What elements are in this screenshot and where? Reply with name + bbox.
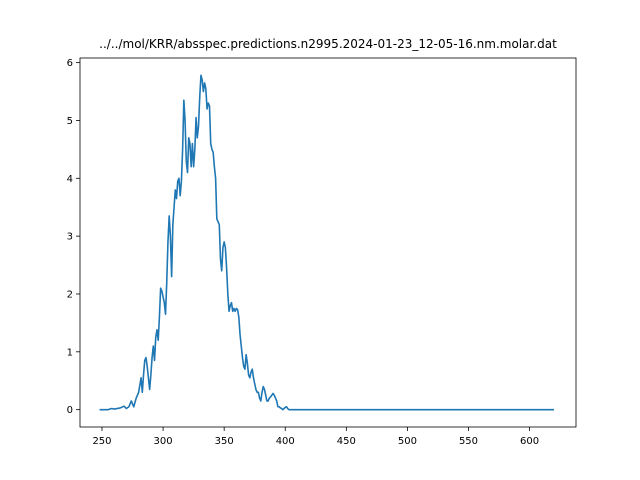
plot-area-frame (79, 57, 577, 428)
chart-title: ../../mol/KRR/absspec.predictions.n2995.… (99, 37, 557, 51)
y-tick-label: 4 (67, 174, 73, 185)
y-tick-label: 2 (67, 289, 73, 300)
x-tick-label: 350 (215, 436, 234, 447)
x-tick-label: 600 (520, 436, 539, 447)
y-tick-label: 0 (67, 405, 73, 416)
y-tick-label: 6 (67, 58, 73, 69)
x-tick-label: 550 (459, 436, 478, 447)
x-tick-label: 400 (276, 436, 295, 447)
x-axis-ticks: 250 300 350 400 450 500 550 600 (92, 427, 539, 447)
y-tick-label: 1 (67, 347, 73, 358)
x-tick-label: 500 (398, 436, 417, 447)
series-line-0 (99, 74, 555, 411)
y-tick-label: 5 (67, 116, 73, 127)
y-tick-label: 3 (67, 232, 73, 243)
x-tick-label: 450 (337, 436, 356, 447)
y-axis-ticks: 0 1 2 3 4 5 6 (67, 58, 80, 416)
x-tick-label: 300 (154, 436, 173, 447)
series-layer (99, 74, 555, 411)
x-tick-label: 250 (92, 436, 111, 447)
